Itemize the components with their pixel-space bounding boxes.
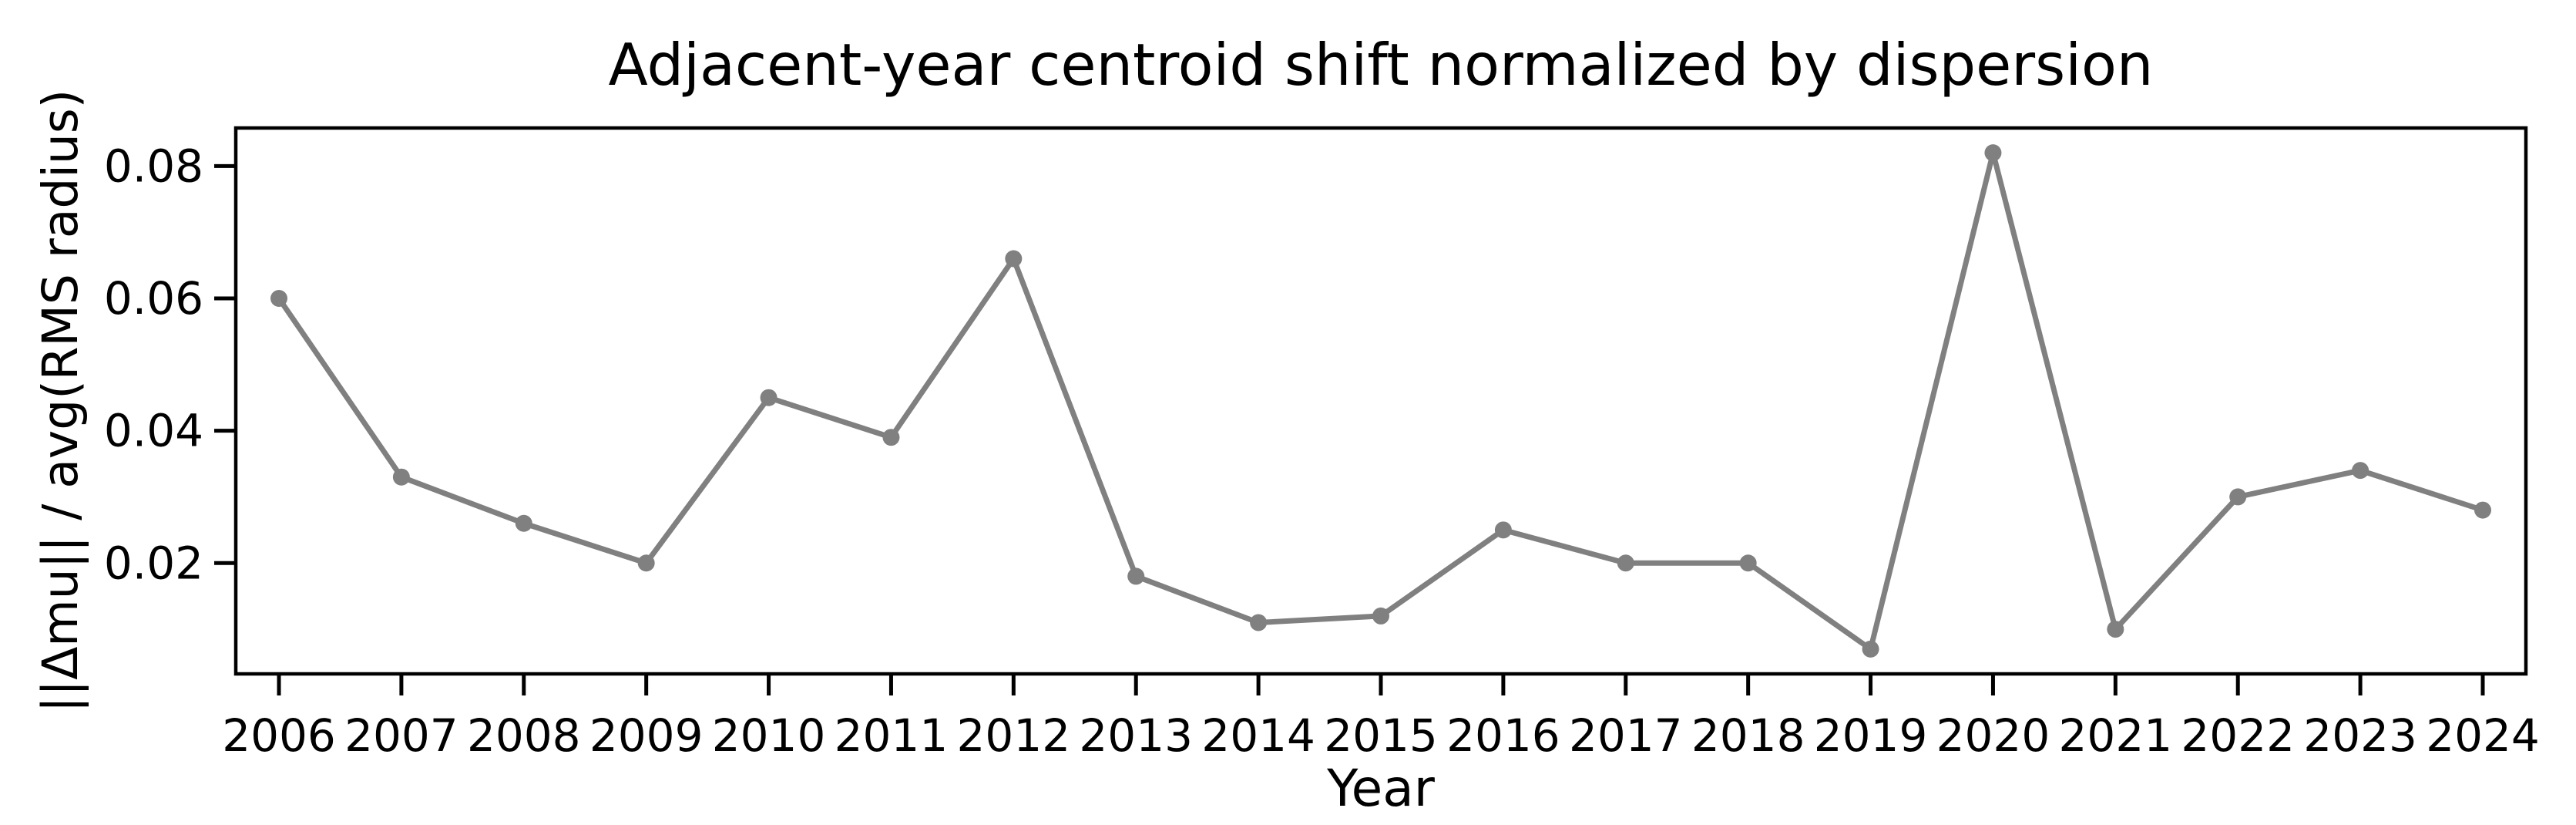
x-tick-label: 2012 [957, 709, 1071, 762]
y-tick-label: 0.08 [104, 140, 203, 192]
data-point-2020 [1984, 144, 2002, 162]
data-point-2014 [1250, 614, 1268, 631]
x-tick-label: 2013 [1079, 709, 1193, 762]
data-point-2023 [2352, 462, 2369, 480]
y-tick-label: 0.06 [104, 272, 203, 325]
data-point-2015 [1372, 607, 1389, 625]
x-tick-label: 2008 [467, 709, 581, 762]
plot-frame [233, 126, 2528, 676]
x-tick-label: 2024 [2426, 709, 2540, 762]
x-tick-label: 2016 [1446, 709, 1560, 762]
data-point-2017 [1617, 554, 1634, 572]
x-tick-label: 2018 [1691, 709, 1805, 762]
x-tick-label: 2017 [1569, 709, 1683, 762]
data-point-2016 [1494, 521, 1512, 539]
x-tick-label: 2019 [1814, 709, 1928, 762]
y-tick-label: 0.02 [104, 537, 203, 589]
x-tick-label: 2020 [1936, 709, 2050, 762]
data-point-2024 [2474, 501, 2491, 519]
x-tick-label: 2011 [835, 709, 949, 762]
data-point-2021 [2107, 621, 2124, 638]
x-tick-label: 2015 [1324, 709, 1438, 762]
x-tick-label: 2014 [1201, 709, 1315, 762]
plot-area: 0.02 0.04 0.06 0.08 2006 2007 2008 2009 2010 2011… [104, 126, 2540, 762]
data-point-2010 [760, 389, 778, 406]
data-point-2022 [2229, 488, 2247, 506]
y-tick-label: 0.04 [104, 405, 203, 457]
x-tick-label: 2006 [222, 709, 336, 762]
data-point-2012 [1005, 250, 1023, 268]
data-point-2018 [1739, 554, 1757, 572]
data-point-2007 [392, 468, 410, 486]
x-tick-label: 2009 [589, 709, 704, 762]
x-tick-label: 2007 [344, 709, 458, 762]
chart-title: Adjacent-year centroid shift normalized … [609, 31, 2154, 99]
x-axis-label: Year [1326, 759, 1436, 818]
data-point-2008 [515, 514, 532, 532]
data-point-2006 [270, 289, 287, 307]
data-point-2011 [882, 429, 900, 446]
x-tick-label: 2022 [2181, 709, 2295, 762]
data-line [276, 150, 2486, 652]
x-tick-label: 2023 [2303, 709, 2417, 762]
x-tick-label: 2010 [712, 709, 826, 762]
data-point-2013 [1127, 567, 1145, 585]
y-axis-label: ||Δmu|| / avg(RMS radius) [32, 89, 89, 713]
x-tick-label: 2021 [2059, 709, 2173, 762]
data-point-2019 [1862, 640, 1879, 658]
data-point-2009 [637, 554, 655, 572]
